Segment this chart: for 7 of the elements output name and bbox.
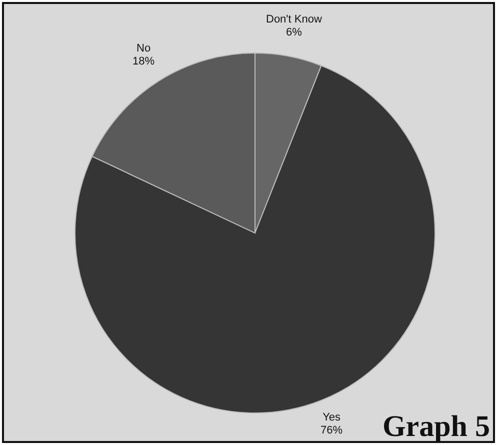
data-label: 76% [320,424,343,436]
slice-label: Don't Know [266,14,322,26]
data-label: 18% [132,55,155,68]
slice-label: Yes [322,411,342,424]
data-label: 6% [286,26,302,39]
text: Graph 5 [382,410,490,443]
slice-label: No [136,42,151,54]
